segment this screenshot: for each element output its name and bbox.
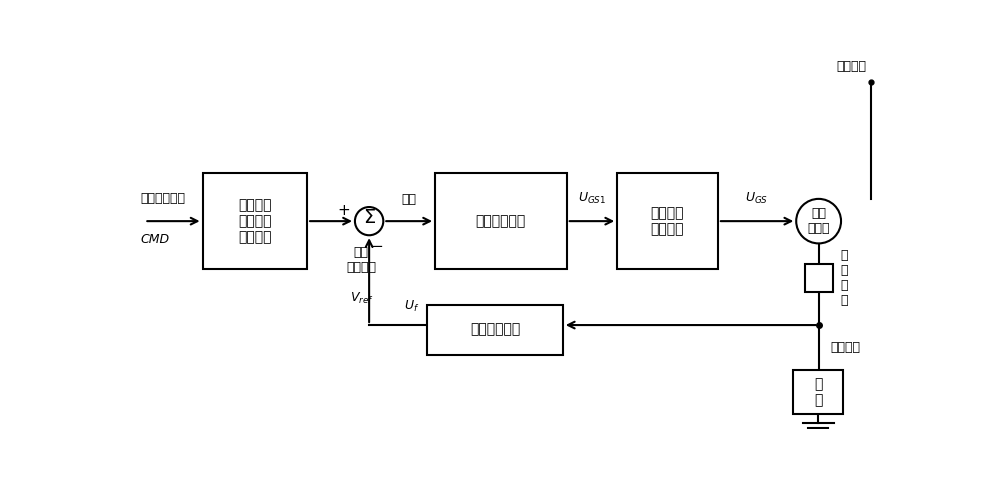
Text: −: − — [370, 239, 383, 254]
Bar — [805, 264, 833, 292]
Text: Σ: Σ — [363, 208, 375, 227]
Text: $V_{ref}$: $V_{ref}$ — [350, 291, 373, 306]
Text: 功率输出: 功率输出 — [830, 341, 860, 354]
Text: 功率
开关管: 功率 开关管 — [807, 207, 830, 235]
Text: 斜坡电压
基准信号
产生电路: 斜坡电压 基准信号 产生电路 — [238, 198, 272, 244]
Text: $U_f$: $U_f$ — [404, 299, 420, 314]
Text: 电压反馈电路: 电压反馈电路 — [470, 323, 520, 337]
Text: +: + — [337, 202, 350, 217]
Text: 负
载: 负 载 — [814, 377, 822, 407]
Text: $U_{GS1}$: $U_{GS1}$ — [578, 191, 606, 206]
Text: 驱动功率
放大电路: 驱动功率 放大电路 — [651, 206, 684, 236]
Ellipse shape — [796, 199, 841, 243]
Bar — [427, 305, 563, 355]
Ellipse shape — [355, 207, 383, 235]
Bar — [617, 173, 718, 269]
Bar — [793, 370, 843, 414]
Text: 开关控制信号: 开关控制信号 — [140, 192, 186, 205]
Bar — [202, 173, 307, 269]
Text: $U_{GS}$: $U_{GS}$ — [745, 191, 769, 206]
Text: 误差: 误差 — [402, 193, 417, 206]
Text: 功率输入: 功率输入 — [837, 60, 867, 73]
Bar — [435, 173, 567, 269]
Text: CMD: CMD — [140, 233, 170, 246]
Text: 斜坡
电压基准: 斜坡 电压基准 — [346, 246, 376, 274]
Text: 误差调节电路: 误差调节电路 — [476, 214, 526, 228]
Text: 检
测
电
阻: 检 测 电 阻 — [840, 249, 848, 307]
